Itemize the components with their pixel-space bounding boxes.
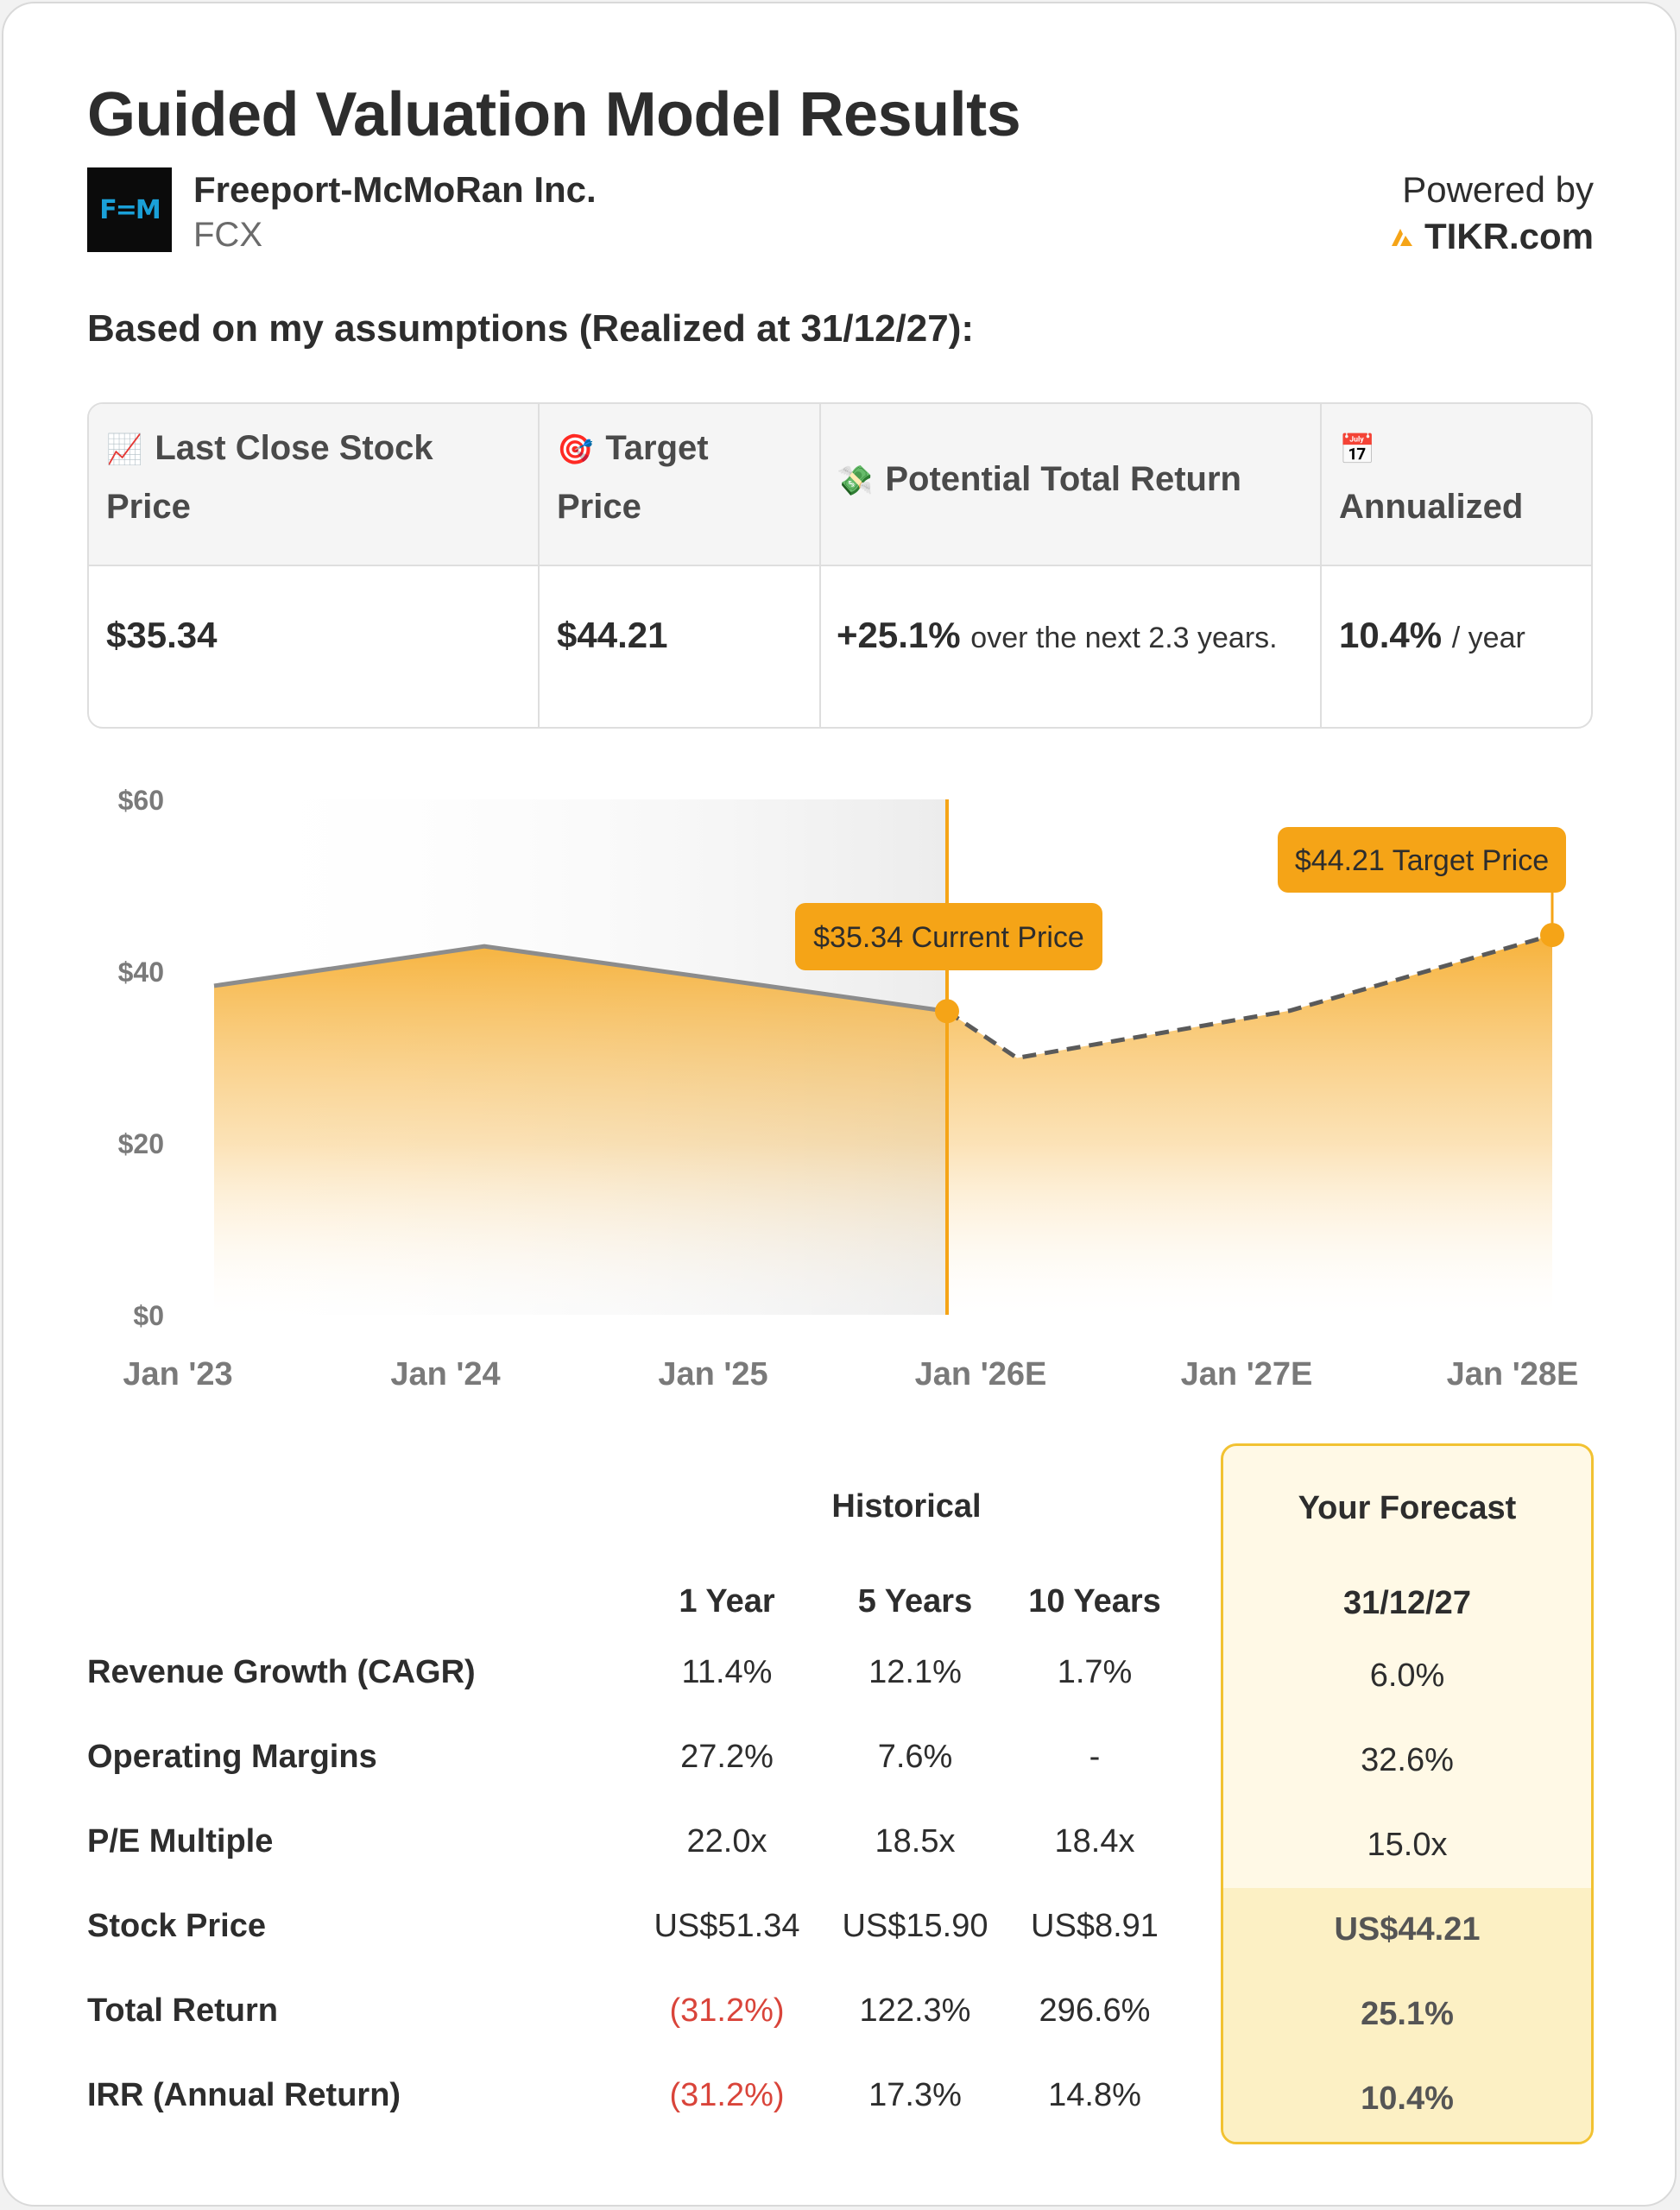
tikr-brand: TIKR.com — [1424, 216, 1594, 256]
forecast-panel — [1221, 1443, 1594, 2144]
column-header-10-years: 10 Years — [1028, 1583, 1161, 1620]
forecast-value: 32.6% — [1361, 1742, 1454, 1778]
last-close-value: $35.34 — [106, 615, 218, 655]
target-price-value: $44.21 — [557, 615, 668, 655]
forecast-value: 25.1% — [1361, 1996, 1454, 2032]
metric-value: US$15.90 — [842, 1908, 988, 1944]
metric-value: (31.2%) — [669, 2077, 785, 2113]
metric-value: US$8.91 — [1031, 1908, 1159, 1944]
company-logo: F=M — [87, 167, 172, 252]
metric-value: 12.1% — [868, 1654, 962, 1690]
column-divider — [819, 404, 821, 727]
header-last-close: 📈 Last Close Stock Price — [106, 429, 433, 526]
tikr-link[interactable]: TIKR.com — [1390, 216, 1594, 257]
column-header-5-years: 5 Years — [857, 1583, 973, 1620]
y-tick-label: $0 — [133, 1300, 164, 1331]
metric-value: 22.0x — [686, 1823, 767, 1860]
summary-header-row — [89, 404, 1591, 566]
summary-table: 📈 Last Close Stock Price 🎯 Target Price 💸 P… — [87, 402, 1593, 729]
target-price-callout-text: $44.21 Target Price — [1295, 844, 1549, 877]
y-tick-label: $40 — [118, 957, 164, 988]
metric-value: 7.6% — [877, 1739, 953, 1775]
x-tick-label: Jan '23 — [123, 1356, 232, 1392]
metric-value: 17.3% — [868, 2077, 962, 2113]
annualized-value: 10.4% / year — [1339, 615, 1525, 655]
target-icon: 🎯 — [557, 433, 594, 467]
metric-value: 1.7% — [1057, 1654, 1133, 1690]
metric-label: Total Return — [87, 1992, 278, 2029]
y-tick-label: $60 — [118, 785, 164, 816]
metric-value: 122.3% — [859, 1992, 971, 2029]
forecast-value: 6.0% — [1369, 1658, 1445, 1694]
forecast-line — [945, 932, 1553, 1061]
x-tick-label: Jan '26E — [915, 1356, 1047, 1392]
metric-value: 18.5x — [875, 1823, 956, 1860]
assumptions-heading: Based on my assumptions (Realized at 31/… — [87, 307, 975, 350]
metric-label: P/E Multiple — [87, 1823, 274, 1860]
calendar-icon: 📅 — [1339, 433, 1376, 467]
column-header-1-year: 1 Year — [679, 1583, 775, 1620]
x-tick-label: Jan '28E — [1447, 1356, 1579, 1392]
company-ticker: FCX — [193, 216, 262, 254]
x-tick-label: Jan '24 — [390, 1356, 500, 1392]
price-area — [214, 935, 1552, 1315]
metric-value: 296.6% — [1039, 1992, 1151, 2029]
page-title: Guided Valuation Model Results — [87, 80, 1021, 149]
header-total-return: 💸 Potential Total Return — [837, 460, 1241, 498]
column-header-forecast-date: 31/12/27 — [1343, 1585, 1471, 1621]
header-target-price: 🎯 Target Price — [557, 429, 709, 526]
metric-label: Operating Margins — [87, 1739, 377, 1775]
metric-value: US$51.34 — [654, 1908, 800, 1944]
current-price-callout-box — [795, 903, 1102, 970]
metric-value: 27.2% — [680, 1739, 774, 1775]
forecast-heading: Your Forecast — [1298, 1490, 1517, 1526]
metric-label: Revenue Growth (CAGR) — [87, 1654, 476, 1690]
metric-value: 14.8% — [1048, 2077, 1141, 2113]
current-price-callout-text: $35.34 Current Price — [813, 921, 1084, 954]
forecast-value: 15.0x — [1367, 1827, 1448, 1863]
metric-value: (31.2%) — [669, 1992, 785, 2029]
metric-value: 11.4% — [681, 1654, 773, 1690]
y-tick-label: $20 — [118, 1128, 164, 1159]
historical-heading: Historical — [831, 1488, 982, 1525]
column-divider — [538, 404, 540, 727]
price-chart: $35.34 Current Price $44.21 Target Price $… — [118, 785, 1579, 1392]
metric-value: 18.4x — [1054, 1823, 1135, 1860]
forecast-value: US$44.21 — [1334, 1911, 1481, 1948]
tikr-logo-icon — [1391, 229, 1412, 246]
money-wings-icon: 💸 — [837, 464, 874, 498]
logo-text: F=M — [99, 194, 161, 225]
metric-label: Stock Price — [87, 1908, 266, 1944]
forecast-highlight — [1223, 1888, 1591, 2142]
forecast-value: 10.4% — [1361, 2081, 1454, 2117]
powered-by-label: Powered by — [1402, 169, 1594, 210]
target-price-callout-box — [1278, 827, 1566, 893]
company-name: Freeport-McMoRan Inc. — [193, 169, 597, 210]
x-tick-label: Jan '27E — [1181, 1356, 1313, 1392]
metric-value: - — [1089, 1739, 1101, 1775]
total-return-value: +25.1% over the next 2.3 years. — [837, 615, 1278, 655]
column-divider — [1320, 404, 1322, 727]
header-annualized: 📅 Annualized — [1339, 433, 1524, 526]
chart-increasing-icon: 📈 — [106, 433, 143, 467]
metric-label: IRR (Annual Return) — [87, 2077, 401, 2113]
x-tick-label: Jan '25 — [658, 1356, 767, 1392]
historical-line — [213, 944, 948, 1013]
